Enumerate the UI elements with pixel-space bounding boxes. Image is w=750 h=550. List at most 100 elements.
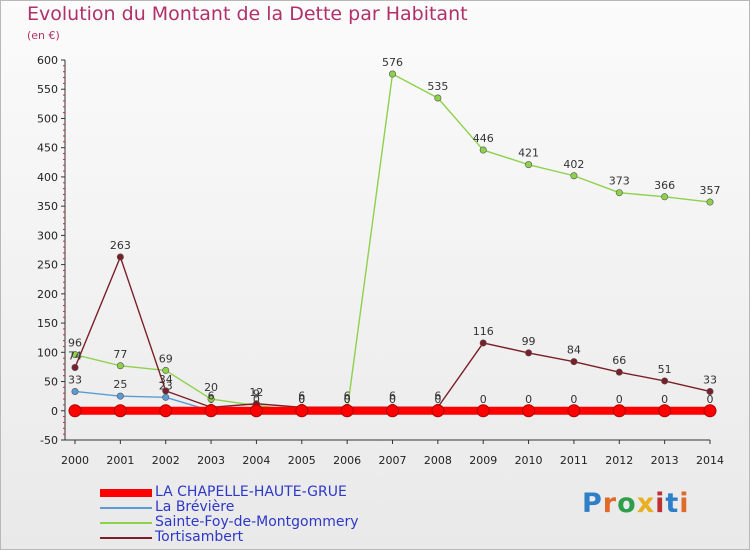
data-point — [479, 339, 487, 347]
data-point — [388, 70, 396, 78]
data-label: 12 — [249, 386, 263, 399]
legend-label: Tortisambert — [155, 529, 244, 545]
data-label: 6 — [434, 389, 441, 402]
data-point — [706, 387, 714, 395]
data-label: 96 — [68, 337, 82, 350]
legend-item: LA CHAPELLE-HAUTE-GRUE — [100, 484, 420, 500]
x-tick-label: 2003 — [197, 454, 225, 467]
data-point — [525, 161, 533, 169]
data-point — [71, 364, 79, 372]
legend-label: Sainte-Foy-de-Montgommery — [155, 514, 359, 530]
logo-letter: i — [679, 488, 690, 519]
logo-letter: x — [636, 488, 656, 519]
data-label: 33 — [68, 373, 82, 386]
x-tick-label: 2001 — [106, 454, 134, 467]
data-point — [661, 377, 669, 385]
data-point — [116, 392, 124, 400]
legend-swatch — [100, 507, 152, 509]
data-point — [162, 366, 170, 374]
legend-label: LA CHAPELLE-HAUTE-GRUE — [155, 484, 347, 500]
data-label: 66 — [612, 354, 626, 367]
data-point — [295, 404, 309, 418]
y-tick-label: 300 — [37, 229, 58, 242]
data-label: 34 — [159, 373, 173, 386]
y-tick-label: 500 — [37, 112, 58, 125]
data-label: 6 — [389, 389, 396, 402]
x-tick-label: 2007 — [379, 454, 407, 467]
data-label: 0 — [344, 393, 351, 406]
data-point — [204, 404, 218, 418]
data-point — [661, 193, 669, 201]
x-tick-label: 2012 — [605, 454, 633, 467]
data-point — [162, 387, 170, 395]
data-point — [431, 404, 445, 418]
data-point — [249, 404, 263, 418]
data-label: 33 — [703, 373, 717, 386]
data-label: 0 — [570, 393, 577, 406]
data-point — [71, 387, 79, 395]
data-label: 0 — [616, 393, 623, 406]
data-point — [612, 404, 626, 418]
data-label: 51 — [658, 363, 672, 376]
data-label: 6 — [298, 389, 305, 402]
y-tick-label: 50 — [44, 376, 58, 389]
data-label: 0 — [434, 393, 441, 406]
data-label: 0 — [298, 393, 305, 406]
data-label: 373 — [609, 175, 630, 188]
data-label: 357 — [700, 184, 721, 197]
x-tick-label: 2013 — [651, 454, 679, 467]
data-point — [570, 358, 578, 366]
data-label: 263 — [110, 239, 131, 252]
data-label: 69 — [159, 352, 173, 365]
data-label: 0 — [253, 393, 260, 406]
data-label: 84 — [567, 344, 581, 357]
y-tick-label: 200 — [37, 288, 58, 301]
data-point — [703, 404, 717, 418]
data-point — [386, 404, 399, 418]
y-tick-label: 350 — [37, 200, 58, 213]
chart-subtitle: (en €) — [27, 29, 60, 42]
data-point — [159, 404, 173, 418]
y-tick-label: 600 — [37, 54, 58, 67]
data-point — [68, 404, 82, 418]
x-tick-label: 2002 — [152, 454, 180, 467]
data-label: 0 — [525, 393, 532, 406]
y-tick-label: 400 — [37, 171, 58, 184]
logo-letter: P — [582, 488, 603, 519]
data-label: 77 — [113, 348, 127, 361]
data-point — [476, 404, 490, 418]
data-label: 0 — [298, 393, 305, 406]
data-label: 25 — [113, 378, 127, 391]
data-point — [479, 146, 487, 154]
y-tick-label: 250 — [37, 259, 58, 272]
x-tick-label: 2005 — [288, 454, 316, 467]
data-point — [116, 253, 124, 261]
data-point — [615, 368, 623, 376]
data-label: 0 — [389, 393, 396, 406]
y-tick-label: 100 — [37, 346, 58, 359]
logo-letter: o — [617, 488, 637, 519]
data-point — [162, 393, 170, 401]
data-point — [567, 404, 581, 418]
data-label: 576 — [382, 56, 403, 69]
data-label: 9 — [253, 388, 260, 401]
proxiti-logo: Proxiti — [582, 488, 690, 519]
data-point — [113, 404, 127, 418]
data-point — [340, 404, 354, 418]
data-point — [570, 172, 578, 180]
data-label: 446 — [473, 132, 494, 145]
legend-item: Sainte-Foy-de-Montgommery — [100, 514, 420, 530]
x-tick-label: 2004 — [242, 454, 270, 467]
data-label: 421 — [518, 147, 539, 160]
x-tick-label: 2009 — [469, 454, 497, 467]
legend-label: La Brévière — [155, 499, 235, 515]
data-point — [207, 395, 215, 403]
y-tick-label: 550 — [37, 83, 58, 96]
data-point — [522, 404, 536, 418]
logo-letter: r — [602, 488, 618, 519]
data-point — [525, 349, 533, 357]
legend-item: Tortisambert — [100, 529, 420, 545]
data-label: 99 — [522, 335, 536, 348]
legend-swatch — [100, 489, 152, 497]
